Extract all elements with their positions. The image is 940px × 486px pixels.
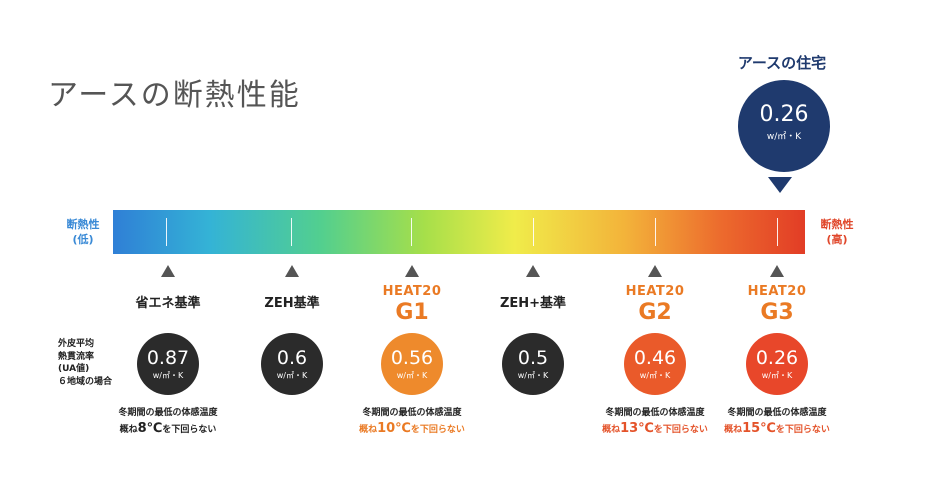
temp-suffix: を下回らない <box>653 425 708 435</box>
standard-name-line1: HEAT20 <box>625 284 685 299</box>
ua-value: 0.87 <box>146 347 190 369</box>
temp-value: 8℃ <box>137 421 163 436</box>
ua-value-badge: 0.5 w/㎡・K <box>502 333 564 395</box>
temp-line1: 冬期間の最低の体感温度 <box>727 408 827 418</box>
scale-low-label-line2: (低) <box>72 233 94 246</box>
temp-value: 15℃ <box>742 421 776 436</box>
page-title: アースの断熱性能 <box>48 78 301 113</box>
temp-suffix: を下回らない <box>162 425 217 435</box>
standard-name: HEAT20 G3 <box>717 284 837 325</box>
ua-value-badge: 0.46 w/㎡・K <box>624 333 686 395</box>
temp-prefix: 概ね <box>602 425 621 435</box>
ua-value-note: 外皮平均 熱貫流率 (UA値) ６地域の場合 <box>58 338 112 388</box>
scale-tick <box>533 218 534 246</box>
temp-line2: 概ね13℃を下回らない <box>580 421 730 438</box>
ua-note-line: 熱貫流率 <box>58 351 95 362</box>
pointer-triangle-icon <box>770 265 784 277</box>
min-temperature-note: 冬期間の最低の体感温度 概ね15℃を下回らない <box>702 406 852 438</box>
standard-name-line2: G1 <box>395 300 429 325</box>
temp-value: 13℃ <box>620 421 654 436</box>
ua-unit: w/㎡・K <box>396 371 428 380</box>
temp-suffix: を下回らない <box>410 425 465 435</box>
standard-name-line2: G3 <box>760 300 794 325</box>
ua-unit: w/㎡・K <box>152 371 184 380</box>
temp-prefix: 概ね <box>359 425 378 435</box>
temp-line2: 概ね8℃を下回らない <box>93 421 243 438</box>
standard-name-line1: HEAT20 <box>747 284 807 299</box>
standard-name: 省エネ基準 <box>135 296 201 311</box>
brand-pointer-icon <box>768 177 792 193</box>
ua-unit: w/㎡・K <box>761 371 793 380</box>
min-temperature-note: 冬期間の最低の体感温度 概ね10℃を下回らない <box>337 406 487 438</box>
temp-line2: 概ね15℃を下回らない <box>702 421 852 438</box>
pointer-triangle-icon <box>526 265 540 277</box>
ua-value: 0.46 <box>633 347 677 369</box>
standard-name-line2: G2 <box>638 300 672 325</box>
ua-unit: w/㎡・K <box>639 371 671 380</box>
standard-name: ZEH基準 <box>264 296 320 311</box>
standard-name: HEAT20 G1 <box>352 284 472 325</box>
pointer-triangle-icon <box>161 265 175 277</box>
ua-unit: w/㎡・K <box>517 371 549 380</box>
scale-high-label-line1: 断熱性 <box>820 218 854 231</box>
scale-tick <box>777 218 778 246</box>
min-temperature-note: 冬期間の最低の体感温度 概ね8℃を下回らない <box>93 406 243 438</box>
pointer-triangle-icon <box>648 265 662 277</box>
scale-high-label-line2: (高) <box>826 233 848 246</box>
ua-value: 0.26 <box>755 347 799 369</box>
ua-value-badge: 0.56 w/㎡・K <box>381 333 443 395</box>
ua-value-badge: 0.26 w/㎡・K <box>746 333 808 395</box>
brand-value-badge: 0.26 w/㎡・K <box>738 80 830 172</box>
ua-value-badge: 0.87 w/㎡・K <box>137 333 199 395</box>
brand-value: 0.26 <box>759 102 809 127</box>
scale-tick <box>166 218 167 246</box>
temp-suffix: を下回らない <box>775 425 830 435</box>
standard-name: ZEH+基準 <box>499 296 567 311</box>
brand-label: アースの住宅 <box>737 54 827 72</box>
ua-note-line: ６地域の場合 <box>58 376 113 387</box>
ua-note-line: (UA値) <box>58 364 90 374</box>
min-temperature-note: 冬期間の最低の体感温度 概ね13℃を下回らない <box>580 406 730 438</box>
ua-note-line: 外皮平均 <box>58 339 95 349</box>
temp-line1: 冬期間の最低の体感温度 <box>362 408 462 418</box>
scale-high-label: 断熱性 (高) <box>812 217 862 247</box>
temp-value: 10℃ <box>377 421 411 436</box>
standard-name-line1: HEAT20 <box>382 284 442 299</box>
pointer-triangle-icon <box>405 265 419 277</box>
ua-value: 0.5 <box>517 347 549 369</box>
scale-tick <box>411 218 412 246</box>
pointer-triangle-icon <box>285 265 299 277</box>
temp-line2: 概ね10℃を下回らない <box>337 421 487 438</box>
ua-unit: w/㎡・K <box>276 371 308 380</box>
ua-value: 0.56 <box>390 347 434 369</box>
temp-prefix: 概ね <box>119 425 138 435</box>
insulation-scale-bar <box>113 210 805 254</box>
temp-line1: 冬期間の最低の体感温度 <box>118 408 218 418</box>
ua-value: 0.6 <box>276 347 308 369</box>
scale-low-label: 断熱性 (低) <box>58 217 108 247</box>
standard-name: HEAT20 G2 <box>595 284 715 325</box>
temp-line1: 冬期間の最低の体感温度 <box>605 408 705 418</box>
scale-low-label-line1: 断熱性 <box>66 218 100 231</box>
temp-prefix: 概ね <box>724 425 743 435</box>
scale-tick <box>291 218 292 246</box>
scale-tick <box>655 218 656 246</box>
ua-value-badge: 0.6 w/㎡・K <box>261 333 323 395</box>
brand-unit: w/㎡・K <box>766 132 802 142</box>
